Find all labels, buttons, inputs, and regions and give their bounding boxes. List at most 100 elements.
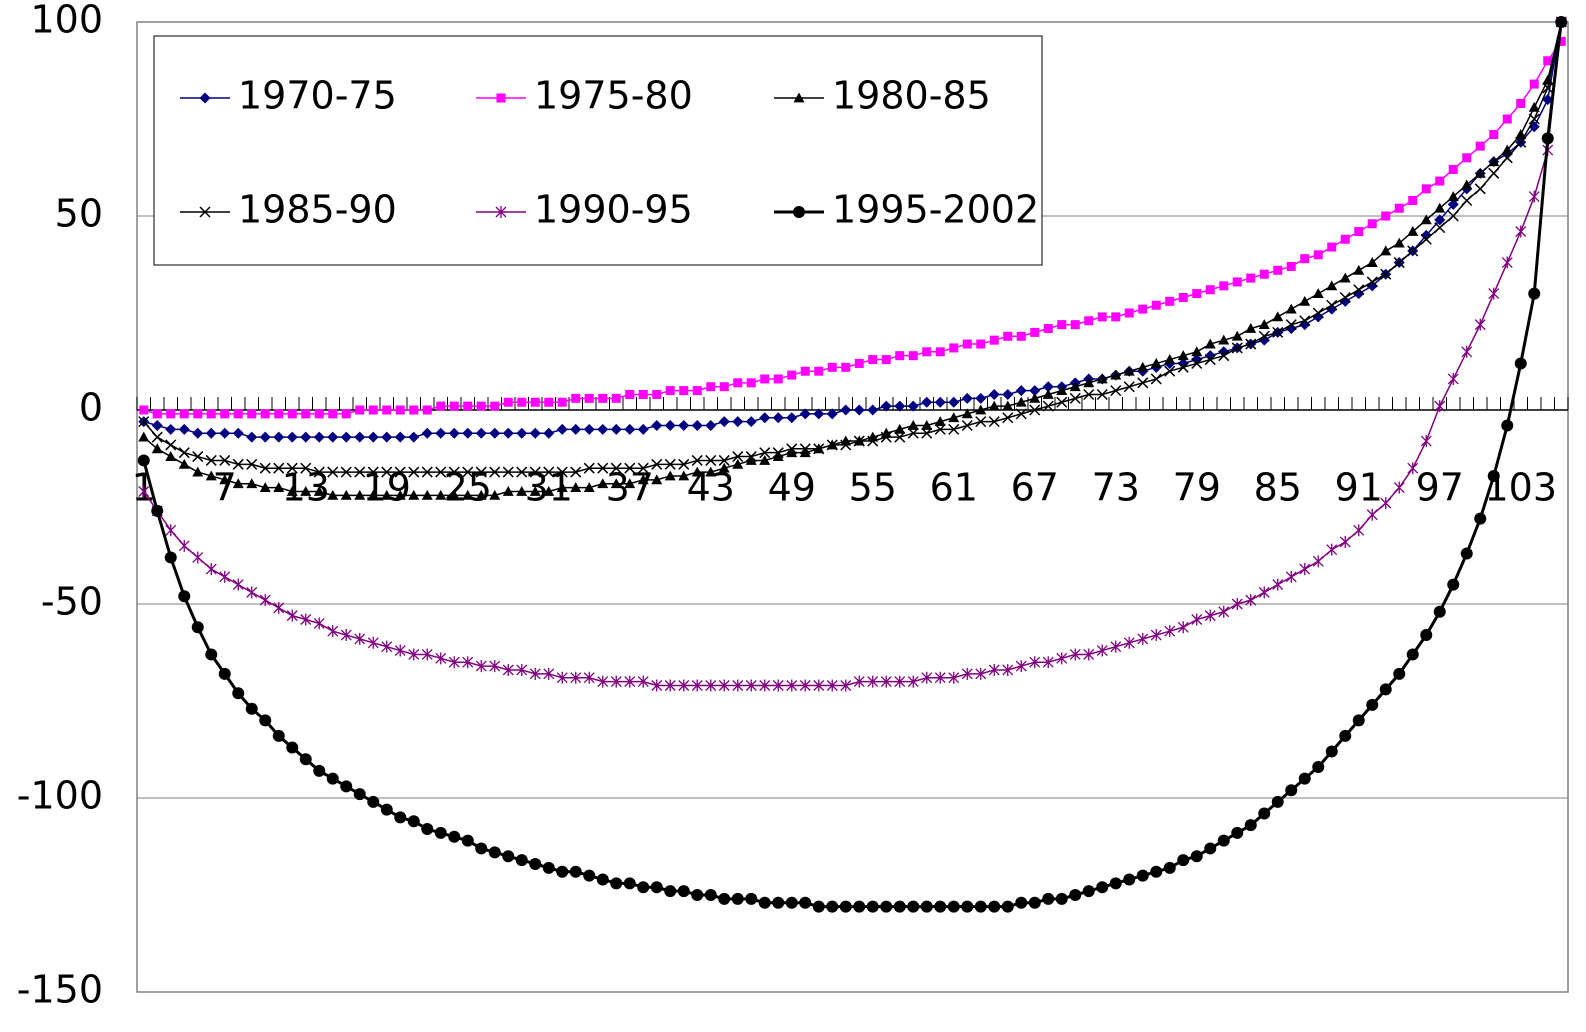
marker	[975, 901, 987, 913]
legend-label: 1990-95	[534, 188, 693, 232]
marker	[895, 351, 904, 360]
marker	[882, 355, 891, 364]
marker	[990, 336, 999, 345]
marker	[625, 390, 634, 399]
marker	[436, 402, 445, 411]
marker	[381, 804, 393, 816]
marker	[880, 901, 892, 913]
x-tick-label: 79	[1173, 466, 1221, 510]
marker	[247, 409, 256, 418]
marker	[988, 901, 1000, 913]
marker	[1204, 842, 1216, 854]
marker	[774, 374, 783, 383]
marker	[1447, 579, 1459, 591]
marker	[180, 409, 189, 418]
marker	[342, 409, 351, 418]
x-tick-label: 97	[1416, 466, 1464, 510]
marker	[340, 780, 352, 792]
marker	[948, 901, 960, 913]
marker	[1002, 901, 1014, 913]
x-tick-label: 49	[768, 466, 816, 510]
marker	[1408, 196, 1417, 205]
legend-label: 1995-2002	[832, 188, 1039, 232]
marker	[1380, 683, 1392, 695]
marker	[139, 406, 148, 415]
marker	[597, 873, 609, 885]
marker	[706, 382, 715, 391]
marker	[624, 877, 636, 889]
marker	[976, 340, 985, 349]
marker	[327, 773, 339, 785]
marker	[516, 854, 528, 866]
marker	[1029, 897, 1041, 909]
marker	[1434, 606, 1446, 618]
marker	[1179, 293, 1188, 302]
marker	[408, 815, 420, 827]
marker	[192, 621, 204, 633]
marker	[936, 347, 945, 356]
marker	[504, 398, 513, 407]
marker	[1312, 761, 1324, 773]
marker	[300, 753, 312, 765]
marker	[718, 893, 730, 905]
marker	[828, 363, 837, 372]
marker	[1461, 548, 1473, 560]
marker	[448, 831, 460, 843]
marker	[355, 406, 364, 415]
marker	[1069, 889, 1081, 901]
marker	[193, 409, 202, 418]
marker	[637, 881, 649, 893]
marker	[772, 897, 784, 909]
marker	[786, 897, 798, 909]
marker	[475, 842, 487, 854]
marker	[855, 359, 864, 368]
legend: 1970-751975-801980-851985-901990-951995-…	[154, 36, 1042, 265]
marker	[1422, 184, 1431, 193]
marker	[934, 901, 946, 913]
marker	[867, 901, 879, 913]
marker	[652, 390, 661, 399]
marker	[313, 765, 325, 777]
marker	[826, 901, 838, 913]
marker	[1125, 309, 1134, 318]
marker	[1285, 784, 1297, 796]
marker	[1206, 285, 1215, 294]
marker	[1150, 866, 1162, 878]
marker	[963, 340, 972, 349]
marker	[463, 402, 472, 411]
marker	[840, 901, 852, 913]
marker	[274, 409, 283, 418]
marker	[733, 378, 742, 387]
marker	[502, 850, 514, 862]
marker	[1231, 827, 1243, 839]
marker	[799, 897, 811, 909]
marker	[1084, 316, 1093, 325]
marker	[1056, 893, 1068, 905]
marker	[273, 730, 285, 742]
marker	[868, 355, 877, 364]
legend-label: 1980-85	[832, 74, 991, 118]
marker	[477, 402, 486, 411]
marker	[664, 885, 676, 897]
marker	[949, 343, 958, 352]
marker	[679, 386, 688, 395]
marker	[367, 796, 379, 808]
marker	[841, 363, 850, 372]
marker	[1341, 235, 1350, 244]
marker	[151, 505, 163, 517]
marker	[435, 827, 447, 839]
marker	[1542, 132, 1554, 144]
marker	[1476, 142, 1485, 151]
marker	[450, 402, 459, 411]
marker	[138, 454, 150, 466]
marker	[246, 703, 258, 715]
marker	[921, 901, 933, 913]
marker	[1177, 854, 1189, 866]
chart: 17131925313743495561677379859197103 1970…	[0, 0, 1586, 1032]
marker	[745, 893, 757, 905]
marker	[1314, 250, 1323, 259]
y-tick-label: -150	[17, 968, 103, 1012]
legend-label: 1985-90	[238, 188, 397, 232]
marker	[531, 398, 540, 407]
marker	[1515, 357, 1527, 369]
